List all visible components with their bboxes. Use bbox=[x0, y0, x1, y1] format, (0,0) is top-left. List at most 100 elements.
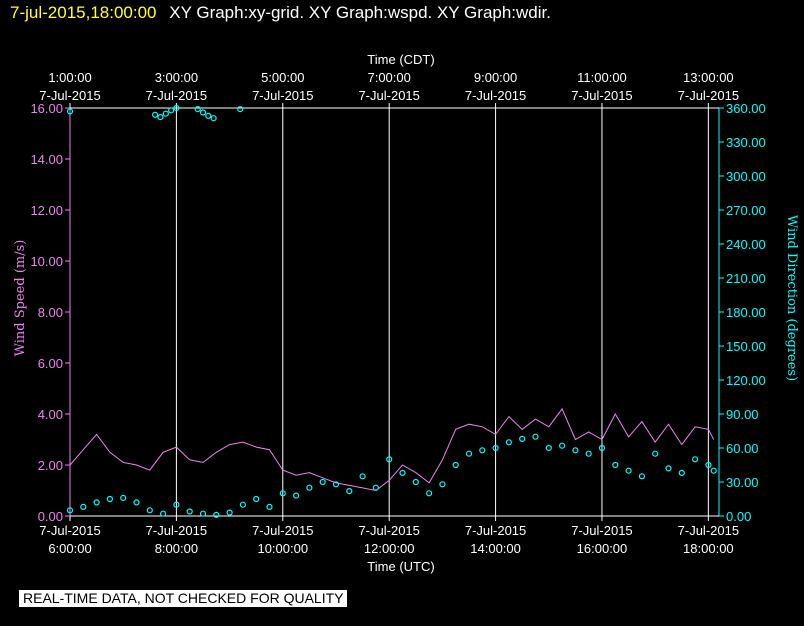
right-tick-label: 360.00 bbox=[726, 101, 766, 116]
bottom-axis-title: Time (UTC) bbox=[367, 559, 434, 574]
left-tick-label: 14.00 bbox=[30, 152, 63, 167]
right-axis-title: Wind Direction (degrees) bbox=[784, 215, 799, 381]
wind-direction-point bbox=[625, 467, 632, 474]
wind-direction-point bbox=[705, 461, 712, 469]
bottom-tick-date: 7-Jul-2015 bbox=[146, 523, 207, 538]
left-axis-title: Wind Speed (m/s) bbox=[13, 240, 28, 357]
bottom-tick-time: 18:00:00 bbox=[683, 541, 734, 556]
top-tick-date: 7-Jul-2015 bbox=[465, 88, 526, 103]
top-tick-time: 9:00:00 bbox=[474, 70, 517, 85]
wind-direction-point bbox=[585, 450, 592, 457]
wind-direction-point bbox=[710, 467, 717, 474]
right-tick-label: 270.00 bbox=[726, 203, 766, 218]
wind-direction-point bbox=[205, 112, 212, 120]
wind-direction-point bbox=[120, 494, 127, 501]
wind-direction-point bbox=[332, 481, 340, 488]
right-tick-label: 0.00 bbox=[726, 509, 751, 524]
right-tick-label: 150.00 bbox=[726, 339, 766, 354]
wind-direction-point bbox=[279, 490, 286, 497]
top-tick-time: 7:00:00 bbox=[367, 70, 410, 85]
wind-direction-point bbox=[66, 507, 74, 514]
top-tick-date: 7-Jul-2015 bbox=[678, 88, 739, 103]
wind-direction-point bbox=[545, 444, 552, 452]
graph-header: 7-jul-2015,18:00:00 XY Graph:xy-grid. XY… bbox=[10, 3, 551, 23]
wind-direction-point bbox=[199, 109, 207, 116]
wind-direction-point bbox=[426, 490, 433, 497]
wind-direction-point bbox=[465, 450, 473, 457]
wind-direction-point bbox=[93, 499, 100, 506]
top-tick-date: 7-Jul-2015 bbox=[571, 88, 632, 103]
bottom-tick-time: 10:00:00 bbox=[257, 541, 308, 556]
wind-direction-point bbox=[213, 511, 220, 519]
wind-direction-point bbox=[505, 439, 512, 446]
wind-direction-point bbox=[678, 469, 685, 476]
left-tick-label: 0.00 bbox=[38, 509, 63, 524]
bottom-tick-time: 12:00:00 bbox=[364, 541, 415, 556]
bottom-tick-date: 7-Jul-2015 bbox=[571, 523, 632, 538]
wind-direction-point bbox=[226, 509, 233, 516]
right-tick-label: 330.00 bbox=[726, 135, 766, 150]
wind-direction-point bbox=[160, 510, 167, 517]
wind-direction-point bbox=[66, 108, 74, 115]
top-tick-time: 11:00:00 bbox=[577, 70, 627, 85]
wind-direction-point bbox=[306, 484, 313, 491]
wind-direction-point bbox=[346, 488, 353, 495]
top-tick-date: 7-Jul-2015 bbox=[39, 88, 100, 103]
wind-direction-point bbox=[157, 113, 164, 121]
axes-layer bbox=[65, 103, 724, 521]
right-tick-label: 90.00 bbox=[726, 407, 759, 422]
wind-direction-point bbox=[133, 499, 140, 506]
top-tick-date: 7-Jul-2015 bbox=[252, 88, 313, 103]
wind-direction-point bbox=[652, 450, 659, 457]
wind-direction-point bbox=[519, 435, 526, 442]
wind-direction-point bbox=[412, 478, 419, 486]
top-axis-title: Time (CDT) bbox=[367, 52, 434, 67]
wind-direction-point bbox=[152, 111, 159, 118]
wind-direction-point bbox=[359, 473, 366, 480]
right-tick-label: 120.00 bbox=[726, 373, 766, 388]
wind-direction-point bbox=[237, 105, 244, 113]
bottom-tick-date: 7-Jul-2015 bbox=[358, 523, 419, 538]
wind-direction-point bbox=[319, 478, 326, 486]
right-tick-label: 180.00 bbox=[726, 305, 766, 320]
bottom-tick-time: 14:00:00 bbox=[470, 541, 521, 556]
wind-direction-point bbox=[173, 104, 180, 112]
wind-direction-point bbox=[372, 484, 379, 491]
wind-direction-point bbox=[106, 495, 114, 503]
top-tick-time: 13:00:00 bbox=[683, 70, 734, 85]
wind-direction-point bbox=[399, 469, 406, 476]
top-tick-date: 7-Jul-2015 bbox=[358, 88, 419, 103]
wind-direction-point bbox=[612, 461, 619, 469]
bottom-tick-date: 7-Jul-2015 bbox=[39, 523, 100, 538]
bottom-tick-date: 7-Jul-2015 bbox=[252, 523, 313, 538]
header-timestamp: 7-jul-2015,18:00:00 bbox=[10, 3, 157, 22]
left-tick-label: 8.00 bbox=[38, 305, 63, 320]
wind-direction-point bbox=[293, 492, 300, 499]
wind-direction-point bbox=[253, 495, 260, 503]
wind-speed-line bbox=[69, 407, 715, 492]
wind-direction-point bbox=[665, 465, 672, 472]
wind-direction-point bbox=[386, 456, 393, 463]
wind-direction-point bbox=[572, 447, 579, 454]
wind-direction-point bbox=[186, 508, 193, 515]
top-tick-time: 3:00:00 bbox=[155, 70, 198, 85]
wind-direction-point bbox=[146, 507, 153, 514]
wind-direction-point bbox=[173, 501, 180, 508]
bottom-tick-date: 7-Jul-2015 bbox=[678, 523, 739, 538]
wind-direction-point bbox=[691, 456, 699, 463]
wind-direction-point bbox=[266, 503, 273, 510]
wind-direction-point bbox=[162, 110, 169, 117]
wind-direction-point bbox=[558, 442, 566, 449]
left-tick-label: 16.00 bbox=[30, 101, 63, 116]
wind-direction-point bbox=[80, 503, 87, 510]
grid-layer bbox=[175, 108, 709, 516]
wind-direction-point bbox=[492, 444, 499, 452]
top-tick-time: 5:00:00 bbox=[261, 70, 304, 85]
wind-direction-point bbox=[210, 115, 217, 122]
left-tick-label: 2.00 bbox=[38, 458, 63, 473]
wind-direction-point bbox=[194, 105, 201, 113]
bottom-tick-date: 7-Jul-2015 bbox=[465, 523, 526, 538]
wind-direction-point bbox=[439, 481, 446, 488]
top-tick-time: 1:00:00 bbox=[48, 70, 91, 85]
